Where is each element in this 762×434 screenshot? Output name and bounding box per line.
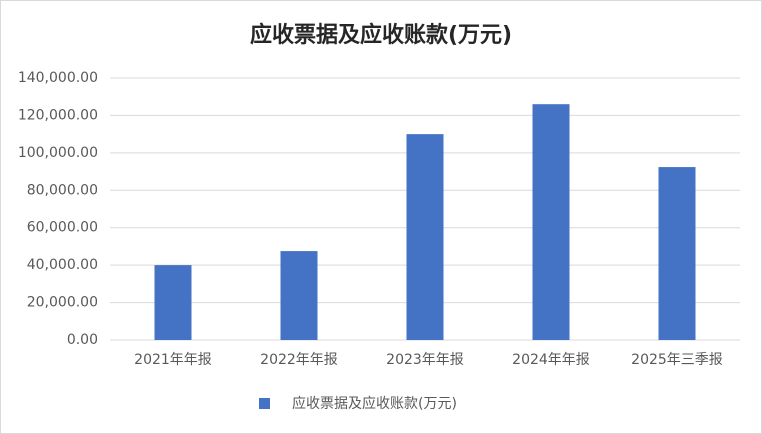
bar xyxy=(154,265,192,340)
y-tick-label: 100,000.00 xyxy=(18,145,98,161)
x-tick-label: 2025年三季报 xyxy=(631,352,723,368)
bar xyxy=(532,104,570,340)
y-tick-label: 40,000.00 xyxy=(27,257,98,273)
y-tick-label: 60,000.00 xyxy=(27,220,98,236)
legend-swatch xyxy=(259,398,270,409)
y-tick-label: 80,000.00 xyxy=(27,182,98,198)
x-tick-label: 2023年年报 xyxy=(386,352,464,368)
bar xyxy=(280,251,318,340)
bar xyxy=(658,167,696,340)
y-tick-label: 0.00 xyxy=(67,332,98,348)
legend-label: 应收票据及应收账款(万元) xyxy=(292,395,457,412)
y-tick-label: 120,000.00 xyxy=(18,107,98,123)
x-tick-label: 2021年年报 xyxy=(134,352,212,368)
y-tick-label: 140,000.00 xyxy=(18,70,98,86)
bar xyxy=(406,134,444,340)
y-tick-label: 20,000.00 xyxy=(27,295,98,311)
chart-title: 应收票据及应收账款(万元) xyxy=(250,22,512,48)
x-tick-label: 2024年年报 xyxy=(512,352,590,368)
x-tick-label: 2022年年报 xyxy=(260,352,338,368)
